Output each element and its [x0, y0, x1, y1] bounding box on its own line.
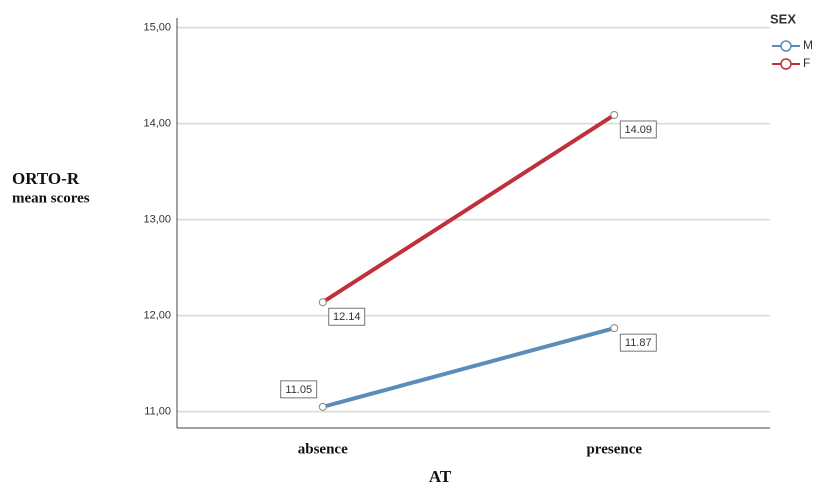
value-label-box	[619, 333, 657, 352]
y-axis-label: mean scores	[12, 190, 90, 206]
legend-label: F	[803, 56, 810, 70]
point-marker	[610, 324, 619, 333]
legend-title: SEX	[770, 11, 796, 26]
x-axis-label: AT	[429, 467, 452, 486]
value-label: 11.87	[625, 337, 652, 349]
value-label: 11.05	[285, 384, 312, 396]
series-line	[321, 113, 616, 304]
x-tick-label: presence	[586, 441, 642, 457]
value-label-box	[619, 120, 657, 139]
y-tick-label: 13,00	[143, 214, 171, 226]
y-tick-label: 11,00	[144, 406, 171, 418]
y-tick-label: 15,00	[143, 22, 171, 34]
y-axis-label: ORTO-R	[12, 169, 80, 188]
point-marker	[318, 402, 327, 411]
y-tick-label: 12,00	[143, 310, 171, 322]
legend-marker	[780, 58, 792, 70]
y-tick-label: 14,00	[143, 118, 171, 130]
legend-marker	[780, 40, 792, 52]
value-label: 14.09	[624, 124, 652, 136]
series-line	[322, 326, 615, 409]
point-marker	[610, 110, 619, 119]
point-marker	[318, 298, 327, 307]
value-label-box	[328, 307, 366, 326]
value-label-box	[280, 380, 318, 399]
x-tick-label: absence	[298, 441, 348, 457]
value-label: 12.14	[333, 311, 361, 323]
legend-label: M	[803, 38, 813, 52]
